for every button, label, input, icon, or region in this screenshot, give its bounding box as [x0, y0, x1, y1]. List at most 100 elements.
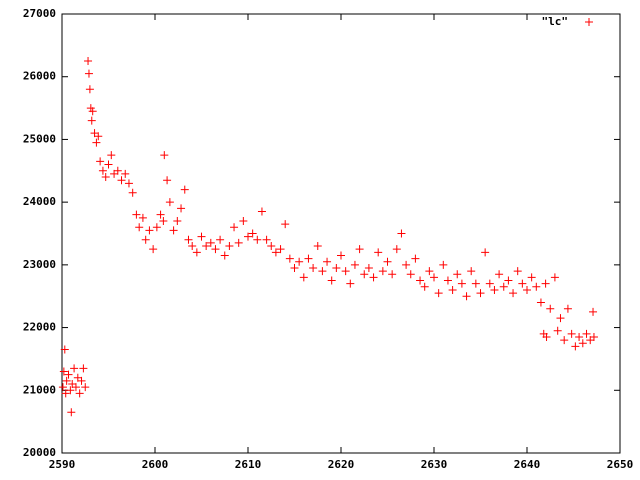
point [550, 273, 559, 282]
point [589, 307, 598, 316]
point [59, 367, 68, 376]
point [216, 235, 225, 244]
point [85, 85, 94, 94]
y-tick-label: 26000 [23, 70, 56, 83]
point [149, 245, 158, 254]
point [62, 376, 71, 385]
point [299, 273, 308, 282]
y-tick-label: 24000 [23, 195, 56, 208]
point [383, 257, 392, 266]
point [360, 270, 369, 279]
point [107, 151, 116, 160]
plot-frame [61, 13, 621, 454]
point [60, 345, 69, 354]
point [523, 285, 531, 294]
point [536, 298, 545, 307]
point [406, 270, 415, 279]
point [567, 329, 576, 338]
point [304, 254, 313, 263]
x-tick-label: 2610 [235, 458, 262, 471]
point [457, 279, 466, 288]
point [77, 376, 86, 385]
point [180, 185, 189, 194]
point [499, 282, 508, 291]
point [341, 267, 350, 276]
x-tick-label: 2620 [328, 458, 355, 471]
point [145, 226, 154, 235]
point [253, 235, 262, 244]
point [313, 242, 322, 251]
point [378, 267, 387, 276]
y-tick-label: 21000 [23, 383, 56, 396]
point [476, 289, 485, 298]
legend-label: "lc" [542, 15, 569, 28]
point [184, 235, 193, 244]
point [163, 176, 172, 185]
point [430, 273, 438, 282]
point [434, 289, 443, 298]
point [84, 57, 93, 66]
point [84, 69, 93, 78]
point [138, 213, 147, 222]
point [485, 279, 494, 288]
point [290, 263, 299, 272]
x-tick-label: 2640 [514, 458, 541, 471]
point [281, 220, 290, 229]
point [135, 223, 144, 232]
point [132, 210, 141, 219]
point [575, 332, 584, 341]
point [61, 389, 70, 398]
point [94, 132, 103, 141]
point [160, 151, 169, 160]
point [509, 289, 518, 298]
point [337, 251, 345, 260]
point [318, 267, 327, 276]
point [332, 263, 341, 272]
point [66, 386, 75, 395]
point [374, 248, 383, 257]
point [188, 242, 197, 251]
point [285, 254, 294, 263]
point [582, 329, 591, 338]
point [128, 188, 137, 197]
x-tick-label: 2630 [421, 458, 448, 471]
y-tick-label: 20000 [23, 446, 56, 459]
point [225, 242, 234, 251]
point [206, 238, 215, 247]
point [165, 198, 174, 207]
point [271, 248, 280, 257]
point [467, 267, 476, 276]
point [416, 276, 425, 285]
point [527, 273, 536, 282]
legend-marker [585, 18, 593, 26]
y-tick-label: 27000 [23, 7, 56, 20]
point [553, 326, 562, 335]
point [234, 238, 243, 247]
point [152, 223, 161, 232]
point [169, 226, 178, 235]
point [453, 270, 462, 279]
point [197, 232, 206, 241]
point [402, 260, 411, 269]
point [425, 267, 434, 276]
point [230, 223, 239, 232]
point [156, 210, 165, 219]
point [92, 138, 101, 147]
point [104, 160, 113, 169]
point [571, 342, 580, 351]
point [323, 257, 332, 266]
x-tick-label: 2650 [607, 458, 634, 471]
point [448, 285, 457, 294]
point [443, 276, 452, 285]
point [79, 364, 88, 373]
point [141, 235, 150, 244]
point [578, 339, 587, 348]
y-tick-label: 25000 [23, 132, 56, 145]
point [75, 389, 84, 398]
point [556, 314, 565, 323]
point [70, 364, 79, 373]
point [350, 260, 359, 269]
point [388, 270, 397, 279]
point [462, 292, 471, 301]
point [81, 383, 90, 392]
